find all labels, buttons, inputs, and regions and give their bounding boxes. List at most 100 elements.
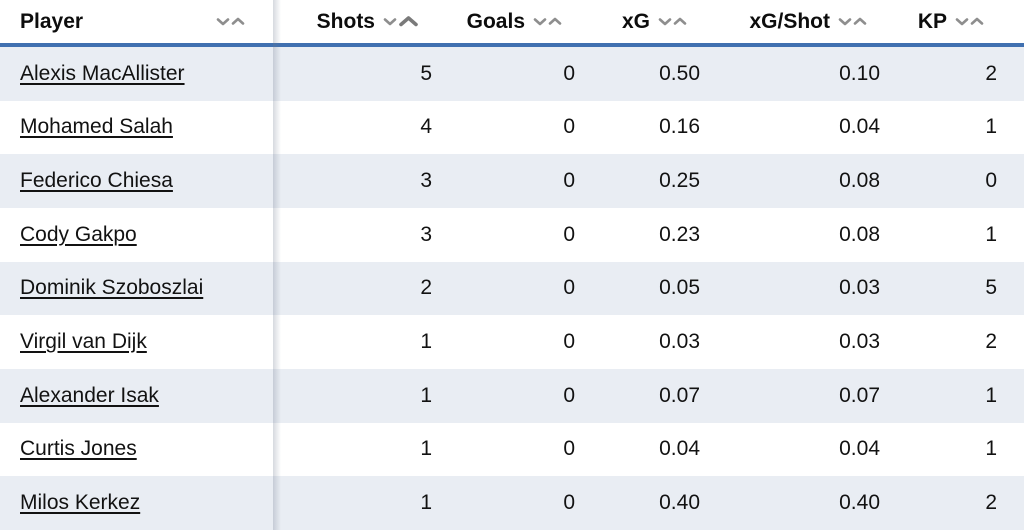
table-header-row: Player Shots Goals	[0, 0, 1024, 47]
kp-cell: 1	[985, 437, 997, 461]
column-header-xg-per-shot-label: xG/Shot	[749, 9, 830, 33]
kp-cell: 5	[985, 276, 997, 300]
player-cell: Federico Chiesa	[0, 154, 273, 208]
goals-sort-icons[interactable]	[533, 17, 562, 26]
table-row: Federico Chiesa 3 0 0.25 0.08 0	[0, 154, 1024, 208]
player-link[interactable]: Mohamed Salah	[20, 115, 173, 139]
shots-cell: 2	[420, 276, 432, 300]
table-row: Alexander Isak 1 0 0.07 0.07 1	[0, 368, 1024, 423]
column-header-kp-label: KP	[917, 9, 947, 33]
shots-cell: 1	[420, 491, 432, 515]
xg-per-shot-cell: 0.03	[839, 276, 880, 300]
column-header-xg-label: xG	[621, 9, 650, 33]
player-cell: Cody Gakpo	[0, 208, 273, 262]
kp-cell: 2	[985, 491, 997, 515]
player-cell: Milos Kerkez	[0, 476, 273, 530]
kp-sort-icons[interactable]	[955, 17, 984, 26]
table-row: Cody Gakpo 3 0 0.23 0.08 1	[0, 207, 1024, 262]
player-link[interactable]: Curtis Jones	[20, 437, 137, 461]
player-cell: Alexis MacAllister	[0, 47, 273, 101]
player-link[interactable]: Cody Gakpo	[20, 222, 137, 246]
table-row: Curtis Jones 1 0 0.04 0.04 1	[0, 422, 1024, 477]
kp-cell: 2	[985, 61, 997, 85]
player-cell: Virgil van Dijk	[0, 315, 273, 369]
xg-per-shot-sort-icons[interactable]	[838, 17, 867, 26]
goals-cell: 0	[563, 437, 575, 461]
xg-cell: 0.07	[659, 383, 700, 407]
player-link[interactable]: Alexis MacAllister	[20, 61, 185, 85]
xg-per-shot-cell: 0.40	[839, 491, 880, 515]
player-link[interactable]: Dominik Szoboszlai	[20, 276, 204, 300]
xg-cell: 0.03	[659, 330, 700, 354]
shots-sort-icons[interactable]	[383, 15, 419, 28]
player-link[interactable]: Federico Chiesa	[20, 169, 173, 193]
xg-per-shot-cell: 0.04	[839, 115, 880, 139]
goals-cell: 0	[563, 491, 575, 515]
xg-cell: 0.16	[659, 115, 700, 139]
goals-cell: 0	[563, 276, 575, 300]
chevron-down-icon	[216, 17, 230, 26]
player-cell: Alexander Isak	[0, 369, 273, 423]
xg-per-shot-cell: 0.10	[839, 61, 880, 85]
chevron-down-icon	[383, 17, 397, 26]
column-header-player-label: Player	[20, 9, 84, 33]
xg-per-shot-cell: 0.04	[839, 437, 880, 461]
xg-cell: 0.25	[659, 169, 700, 193]
shots-cell: 1	[420, 437, 432, 461]
column-header-goals[interactable]: Goals	[459, 0, 602, 43]
xg-cell: 0.05	[659, 276, 700, 300]
xg-per-shot-cell: 0.03	[839, 330, 880, 354]
kp-cell: 2	[985, 330, 997, 354]
table-row: Milos Kerkez 1 0 0.40 0.40 2	[0, 476, 1024, 530]
kp-cell: 1	[985, 222, 997, 246]
table-row: Mohamed Salah 4 0 0.16 0.04 1	[0, 100, 1024, 155]
player-link[interactable]: Milos Kerkez	[20, 491, 141, 515]
column-header-shots[interactable]: Shots	[273, 0, 459, 43]
player-link[interactable]: Alexander Isak	[20, 383, 159, 407]
chevron-up-icon	[548, 17, 562, 26]
xg-per-shot-cell: 0.07	[839, 383, 880, 407]
player-link[interactable]: Virgil van Dijk	[20, 330, 147, 354]
xg-per-shot-cell: 0.08	[839, 169, 880, 193]
shots-cell: 3	[420, 222, 432, 246]
shots-cell: 5	[420, 61, 432, 85]
chevron-down-icon	[955, 17, 969, 26]
shots-cell: 4	[420, 115, 432, 139]
column-header-xg-per-shot[interactable]: xG/Shot	[727, 0, 907, 43]
column-header-shots-label: Shots	[316, 9, 375, 33]
player-cell: Mohamed Salah	[0, 101, 273, 155]
chevron-up-icon-active	[398, 15, 419, 28]
kp-cell: 1	[985, 115, 997, 139]
xg-per-shot-cell: 0.08	[839, 222, 880, 246]
xg-sort-icons[interactable]	[658, 17, 687, 26]
column-header-player[interactable]: Player	[0, 0, 273, 43]
kp-cell: 1	[985, 383, 997, 407]
chevron-down-icon	[658, 17, 672, 26]
shots-cell: 1	[420, 383, 432, 407]
chevron-up-icon	[673, 17, 687, 26]
goals-cell: 0	[563, 222, 575, 246]
chevron-up-icon	[970, 17, 984, 26]
table-row: Alexis MacAllister 5 0 0.50 0.10 2	[0, 47, 1024, 101]
table-body: Alexis MacAllister 5 0 0.50 0.10 2 Moham…	[0, 47, 1024, 530]
shots-cell: 1	[420, 330, 432, 354]
goals-cell: 0	[563, 61, 575, 85]
goals-cell: 0	[563, 169, 575, 193]
xg-cell: 0.23	[659, 222, 700, 246]
player-cell: Curtis Jones	[0, 423, 273, 477]
chevron-down-icon	[838, 17, 852, 26]
chevron-up-icon	[231, 17, 245, 26]
shots-cell: 3	[420, 169, 432, 193]
xg-cell: 0.50	[659, 61, 700, 85]
goals-cell: 0	[563, 115, 575, 139]
chevron-down-icon	[533, 17, 547, 26]
column-header-xg[interactable]: xG	[602, 0, 727, 43]
player-sort-icons[interactable]	[216, 17, 245, 26]
goals-cell: 0	[563, 383, 575, 407]
column-header-goals-label: Goals	[466, 9, 525, 33]
kp-cell: 0	[985, 169, 997, 193]
table-row: Dominik Szoboszlai 2 0 0.05 0.03 5	[0, 261, 1024, 316]
xg-cell: 0.04	[659, 437, 700, 461]
column-header-kp[interactable]: KP	[907, 0, 1024, 43]
table-row: Virgil van Dijk 1 0 0.03 0.03 2	[0, 315, 1024, 369]
